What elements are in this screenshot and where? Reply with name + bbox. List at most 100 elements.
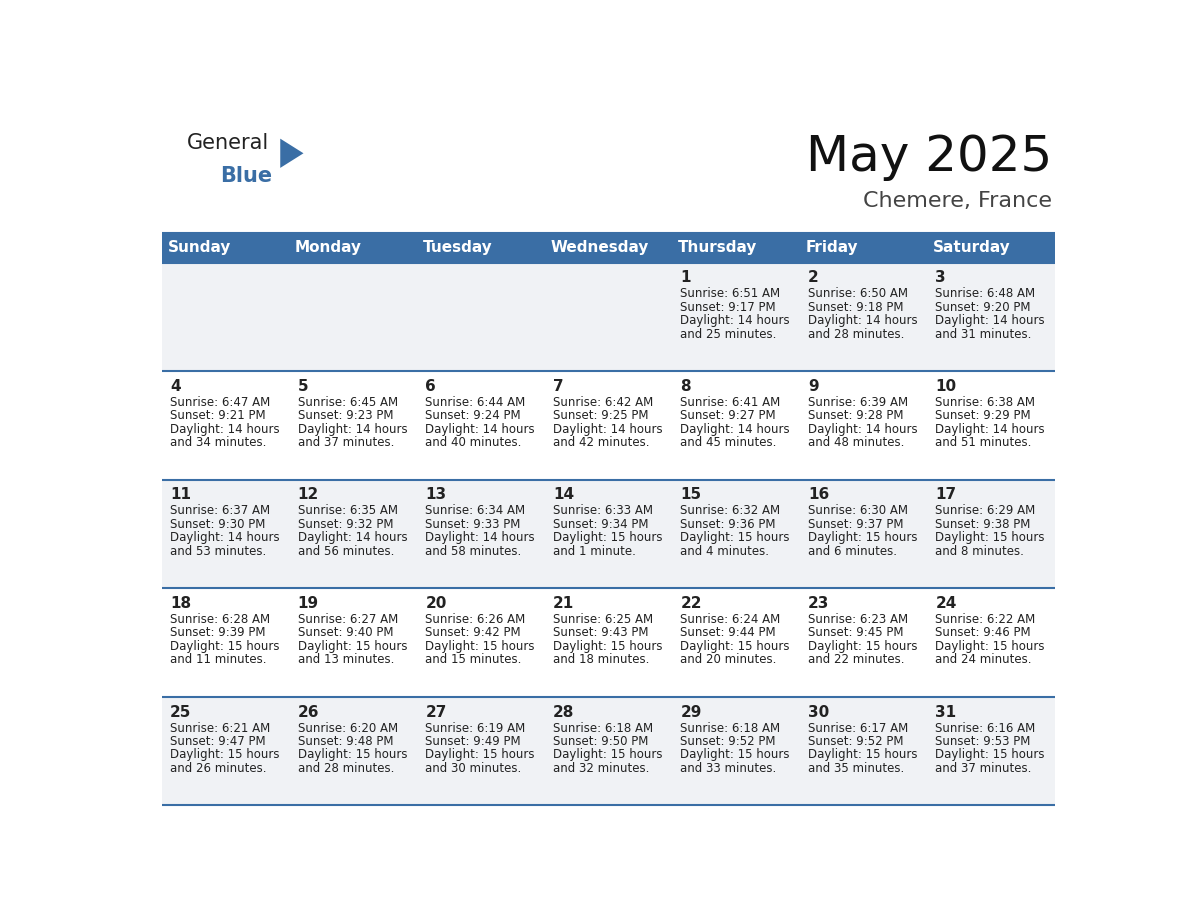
Text: Sunrise: 6:45 AM: Sunrise: 6:45 AM (298, 396, 398, 409)
Text: and 37 minutes.: and 37 minutes. (935, 762, 1032, 775)
Bar (928, 480, 1055, 588)
Text: Sunrise: 6:41 AM: Sunrise: 6:41 AM (681, 396, 781, 409)
Text: 25: 25 (170, 705, 191, 720)
Bar (545, 480, 672, 588)
Text: and 40 minutes.: and 40 minutes. (425, 436, 522, 449)
Text: 12: 12 (298, 487, 320, 502)
Text: Sunset: 9:38 PM: Sunset: 9:38 PM (935, 518, 1031, 531)
Text: Sunrise: 6:35 AM: Sunrise: 6:35 AM (298, 504, 398, 518)
Text: Sunrise: 6:33 AM: Sunrise: 6:33 AM (552, 504, 653, 518)
Text: 21: 21 (552, 596, 574, 611)
Text: Daylight: 14 hours: Daylight: 14 hours (681, 423, 790, 436)
Text: Monday: Monday (295, 241, 362, 255)
Bar (163, 371, 290, 480)
Text: 28: 28 (552, 705, 574, 720)
Text: Sunset: 9:42 PM: Sunset: 9:42 PM (425, 626, 520, 640)
Text: and 32 minutes.: and 32 minutes. (552, 762, 649, 775)
Text: 7: 7 (552, 379, 563, 394)
Text: Sunset: 9:37 PM: Sunset: 9:37 PM (808, 518, 903, 531)
Text: Friday: Friday (805, 241, 858, 255)
Text: Sunrise: 6:24 AM: Sunrise: 6:24 AM (681, 613, 781, 626)
Text: and 58 minutes.: and 58 minutes. (425, 544, 522, 558)
Text: and 18 minutes.: and 18 minutes. (552, 654, 649, 666)
Text: Sunset: 9:30 PM: Sunset: 9:30 PM (170, 518, 266, 531)
Text: Sunrise: 6:38 AM: Sunrise: 6:38 AM (935, 396, 1036, 409)
Bar (928, 588, 1055, 697)
Bar (801, 233, 928, 263)
Text: Sunset: 9:53 PM: Sunset: 9:53 PM (935, 735, 1031, 748)
Text: Sunrise: 6:44 AM: Sunrise: 6:44 AM (425, 396, 525, 409)
Text: Daylight: 14 hours: Daylight: 14 hours (425, 423, 535, 436)
Text: Sunrise: 6:21 AM: Sunrise: 6:21 AM (170, 722, 271, 734)
Text: Daylight: 15 hours: Daylight: 15 hours (681, 640, 790, 653)
Text: Thursday: Thursday (677, 241, 757, 255)
Bar (545, 371, 672, 480)
Text: Daylight: 14 hours: Daylight: 14 hours (808, 314, 917, 327)
Text: Sunset: 9:40 PM: Sunset: 9:40 PM (298, 626, 393, 640)
Text: Chemere, France: Chemere, France (864, 191, 1053, 211)
Text: Daylight: 15 hours: Daylight: 15 hours (681, 532, 790, 544)
Text: and 34 minutes.: and 34 minutes. (170, 436, 266, 449)
Bar (545, 697, 672, 805)
Text: Sunrise: 6:32 AM: Sunrise: 6:32 AM (681, 504, 781, 518)
Text: 6: 6 (425, 379, 436, 394)
Text: Sunset: 9:29 PM: Sunset: 9:29 PM (935, 409, 1031, 422)
Text: Daylight: 15 hours: Daylight: 15 hours (808, 532, 917, 544)
Bar (163, 697, 290, 805)
Text: General: General (188, 133, 270, 153)
Text: Daylight: 14 hours: Daylight: 14 hours (935, 423, 1045, 436)
Text: and 24 minutes.: and 24 minutes. (935, 654, 1032, 666)
Text: Daylight: 15 hours: Daylight: 15 hours (170, 748, 279, 762)
Text: Daylight: 15 hours: Daylight: 15 hours (425, 640, 535, 653)
Text: Sunrise: 6:22 AM: Sunrise: 6:22 AM (935, 613, 1036, 626)
Text: Sunset: 9:21 PM: Sunset: 9:21 PM (170, 409, 266, 422)
Text: Daylight: 15 hours: Daylight: 15 hours (425, 748, 535, 762)
Text: Daylight: 14 hours: Daylight: 14 hours (425, 532, 535, 544)
Text: Sunrise: 6:25 AM: Sunrise: 6:25 AM (552, 613, 653, 626)
Text: 18: 18 (170, 596, 191, 611)
Text: and 42 minutes.: and 42 minutes. (552, 436, 650, 449)
Text: Sunrise: 6:18 AM: Sunrise: 6:18 AM (681, 722, 781, 734)
Text: Daylight: 15 hours: Daylight: 15 hours (935, 748, 1045, 762)
Text: Sunset: 9:17 PM: Sunset: 9:17 PM (681, 301, 776, 314)
Text: Sunset: 9:24 PM: Sunset: 9:24 PM (425, 409, 520, 422)
Text: and 35 minutes.: and 35 minutes. (808, 762, 904, 775)
Text: Tuesday: Tuesday (423, 241, 492, 255)
Text: and 25 minutes.: and 25 minutes. (681, 328, 777, 341)
Bar (801, 263, 928, 371)
Text: Sunset: 9:44 PM: Sunset: 9:44 PM (681, 626, 776, 640)
Text: and 20 minutes.: and 20 minutes. (681, 654, 777, 666)
Text: 5: 5 (298, 379, 309, 394)
Text: Daylight: 15 hours: Daylight: 15 hours (681, 748, 790, 762)
Bar (928, 371, 1055, 480)
Text: and 13 minutes.: and 13 minutes. (298, 654, 394, 666)
Bar (801, 697, 928, 805)
Text: Daylight: 15 hours: Daylight: 15 hours (552, 532, 663, 544)
Text: 23: 23 (808, 596, 829, 611)
Text: Sunrise: 6:26 AM: Sunrise: 6:26 AM (425, 613, 525, 626)
Text: and 26 minutes.: and 26 minutes. (170, 762, 266, 775)
Text: Sunset: 9:45 PM: Sunset: 9:45 PM (808, 626, 903, 640)
Bar (290, 697, 417, 805)
Text: Saturday: Saturday (933, 241, 1011, 255)
Bar (290, 371, 417, 480)
Text: and 33 minutes.: and 33 minutes. (681, 762, 777, 775)
Text: 8: 8 (681, 379, 691, 394)
Text: Daylight: 14 hours: Daylight: 14 hours (552, 423, 663, 436)
Text: Sunset: 9:47 PM: Sunset: 9:47 PM (170, 735, 266, 748)
Text: Sunrise: 6:29 AM: Sunrise: 6:29 AM (935, 504, 1036, 518)
Text: Sunset: 9:43 PM: Sunset: 9:43 PM (552, 626, 649, 640)
Text: and 15 minutes.: and 15 minutes. (425, 654, 522, 666)
Text: 15: 15 (681, 487, 701, 502)
Text: Daylight: 15 hours: Daylight: 15 hours (808, 640, 917, 653)
Text: and 6 minutes.: and 6 minutes. (808, 544, 897, 558)
Text: Daylight: 15 hours: Daylight: 15 hours (298, 640, 407, 653)
Bar (417, 371, 545, 480)
Text: May 2025: May 2025 (805, 133, 1053, 181)
Text: Sunset: 9:33 PM: Sunset: 9:33 PM (425, 518, 520, 531)
Text: and 31 minutes.: and 31 minutes. (935, 328, 1032, 341)
Text: Sunset: 9:46 PM: Sunset: 9:46 PM (935, 626, 1031, 640)
Bar (163, 588, 290, 697)
Text: Daylight: 14 hours: Daylight: 14 hours (170, 532, 280, 544)
Text: Sunset: 9:36 PM: Sunset: 9:36 PM (681, 518, 776, 531)
